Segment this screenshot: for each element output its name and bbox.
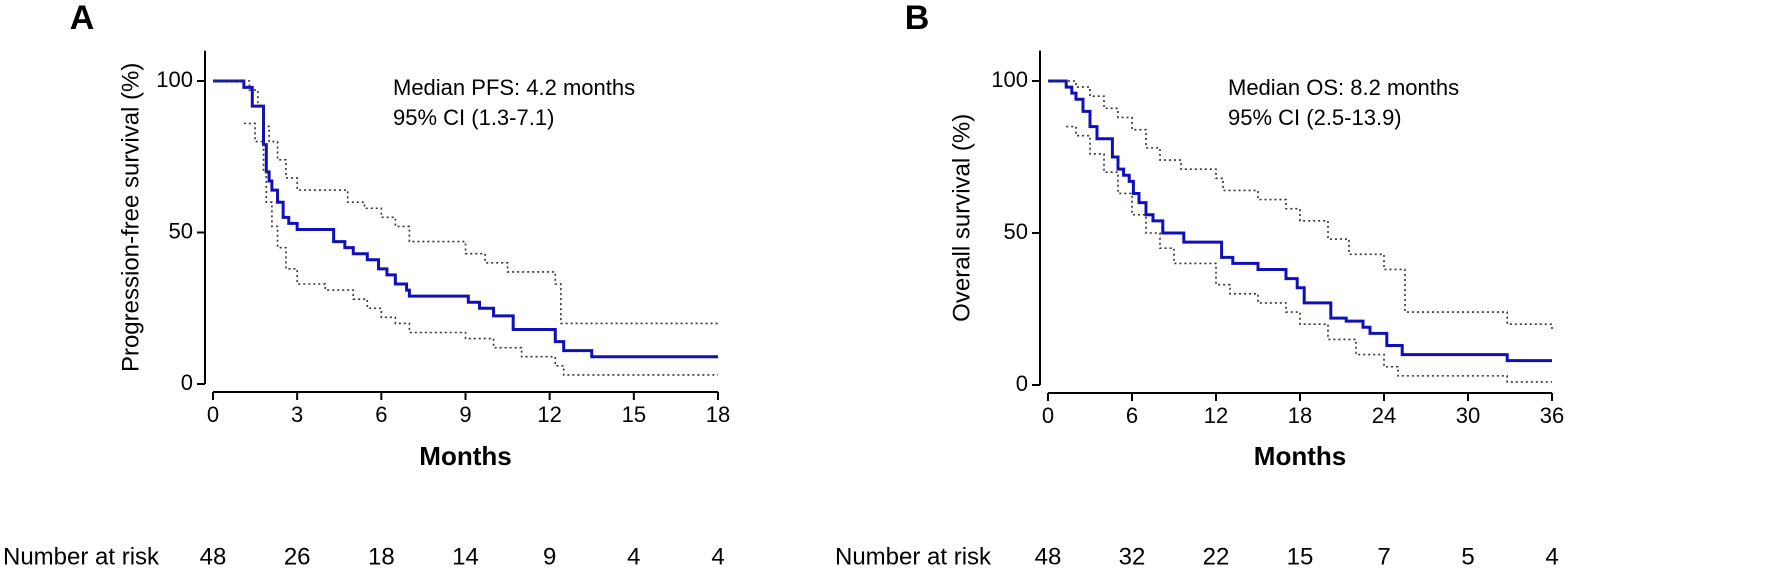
y-tick-label: 50 — [1004, 219, 1028, 244]
x-tick-label: 0 — [207, 402, 219, 427]
annotation: Median OS: 8.2 months — [1228, 75, 1459, 100]
x-tick-label: 18 — [706, 402, 730, 427]
x-tick-label: 9 — [459, 402, 471, 427]
risk-number: 32 — [1119, 543, 1146, 570]
annotation: Median PFS: 4.2 months — [393, 75, 635, 100]
y-axis-label: Progression-free survival (%) — [117, 63, 144, 372]
risk-label: Number at risk — [3, 543, 160, 570]
risk-number: 48 — [200, 543, 227, 570]
x-tick-label: 6 — [1126, 403, 1138, 428]
risk-label: Number at risk — [835, 543, 992, 570]
risk-number: 18 — [368, 543, 395, 570]
x-tick-label: 12 — [1204, 403, 1228, 428]
risk-number: 7 — [1377, 543, 1390, 570]
x-tick-label: 6 — [375, 402, 387, 427]
y-tick-label: 50 — [169, 218, 193, 243]
y-tick-label: 100 — [991, 67, 1028, 92]
x-tick-label: 18 — [1288, 403, 1312, 428]
y-tick-label: 100 — [156, 67, 193, 92]
y-axis-label: Overall survival (%) — [948, 114, 975, 322]
annotation: 95% CI (2.5-13.9) — [1228, 105, 1402, 130]
ci-line — [243, 122, 718, 376]
survival-line — [1048, 79, 1552, 363]
panel-label: A — [70, 0, 95, 37]
x-axis-label: Months — [419, 441, 511, 471]
risk-number: 5 — [1461, 543, 1474, 570]
survival-line — [213, 79, 718, 359]
risk-number: 26 — [284, 543, 311, 570]
panel-label: B — [905, 0, 930, 37]
risk-number: 4 — [711, 543, 724, 570]
risk-number: 15 — [1287, 543, 1314, 570]
risk-number: 22 — [1203, 543, 1230, 570]
x-axis-label: Months — [1254, 441, 1346, 471]
annotation: 95% CI (1.3-7.1) — [393, 105, 554, 130]
risk-number: 48 — [1035, 543, 1062, 570]
ci-line — [1066, 125, 1552, 383]
ci-line — [213, 80, 718, 325]
risk-number: 14 — [452, 543, 479, 570]
x-tick-label: 3 — [291, 402, 303, 427]
risk-number: 9 — [543, 543, 556, 570]
risk-number: 4 — [1545, 543, 1558, 570]
y-tick-label: 0 — [181, 370, 193, 395]
x-tick-label: 30 — [1456, 403, 1480, 428]
x-tick-label: 12 — [537, 402, 561, 427]
x-tick-label: 36 — [1540, 403, 1564, 428]
x-tick-label: 0 — [1042, 403, 1054, 428]
x-tick-label: 15 — [622, 402, 646, 427]
risk-number: 4 — [627, 543, 640, 570]
y-tick-label: 0 — [1016, 371, 1028, 396]
x-tick-label: 24 — [1372, 403, 1396, 428]
